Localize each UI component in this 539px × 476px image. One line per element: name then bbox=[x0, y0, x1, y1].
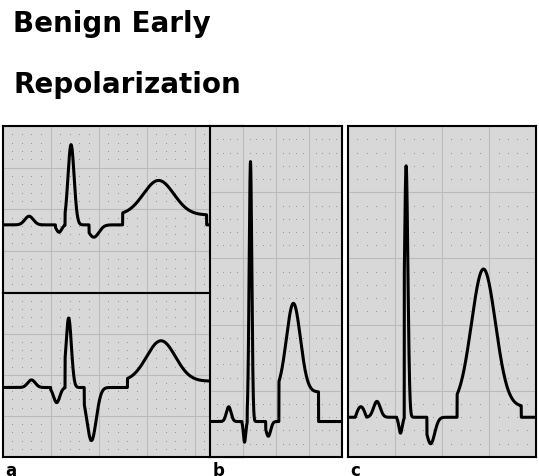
Text: b: b bbox=[213, 462, 225, 476]
Text: a: a bbox=[5, 462, 17, 476]
Text: c: c bbox=[350, 462, 360, 476]
Text: Repolarization: Repolarization bbox=[13, 71, 241, 99]
Text: Benign Early: Benign Early bbox=[13, 10, 211, 38]
